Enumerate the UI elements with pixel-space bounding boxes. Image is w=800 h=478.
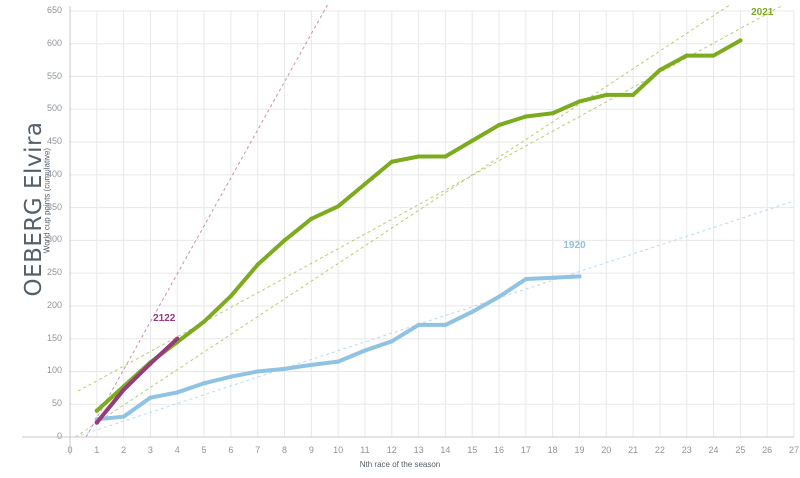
y-tick-label: 500 <box>46 103 62 114</box>
x-tick-label: 12 <box>386 445 397 455</box>
data-point-2021-11[interactable] <box>362 181 368 187</box>
data-point-2122-1[interactable] <box>94 420 99 425</box>
data-point-2021-23[interactable] <box>684 53 689 58</box>
data-point-1920-2[interactable] <box>121 414 126 419</box>
data-point-2021-18[interactable] <box>550 111 555 116</box>
series-label-2122[interactable]: 2122 <box>153 313 176 325</box>
data-point-1920-17[interactable] <box>523 276 528 282</box>
data-point-2021-22[interactable] <box>657 67 663 73</box>
y-tick-label: 150 <box>46 332 62 343</box>
y-tick-label: 50 <box>51 398 62 409</box>
data-point-1920-4[interactable] <box>175 390 180 395</box>
series-label-2021[interactable]: 2021 <box>751 7 774 19</box>
data-point-1920-3[interactable] <box>148 395 153 400</box>
data-point-2021-10[interactable] <box>336 204 341 209</box>
x-tick-label: 23 <box>681 445 692 455</box>
data-point-1920-7[interactable] <box>255 369 260 374</box>
x-tick-label: 18 <box>547 445 558 455</box>
trend-line-2122 <box>85 4 328 438</box>
y-tick-label: 200 <box>46 299 62 310</box>
x-tick-label: 14 <box>440 445 451 455</box>
data-point-1920-5[interactable] <box>201 381 207 386</box>
x-tick-label: 27 <box>788 445 799 455</box>
x-tick-label: 20 <box>601 445 612 455</box>
x-tick-label: 19 <box>574 445 585 455</box>
y-tick-label: 300 <box>46 234 62 245</box>
data-point-1920-9[interactable] <box>309 362 314 368</box>
x-axis-title: Nth race of the season <box>359 460 441 469</box>
x-tick-label: 22 <box>654 445 665 455</box>
data-point-2021-6[interactable] <box>228 293 233 299</box>
data-point-1920-19[interactable] <box>577 274 582 279</box>
data-point-2021-19[interactable] <box>577 99 582 104</box>
data-point-1920-14[interactable] <box>443 322 448 328</box>
x-tick-label: 15 <box>467 445 478 455</box>
data-point-2021-13[interactable] <box>416 154 421 159</box>
data-point-2021-24[interactable] <box>711 53 716 58</box>
y-tick-label: 650 <box>46 5 62 15</box>
x-tick-label: 1 <box>94 445 100 455</box>
data-point-2021-25[interactable] <box>738 38 743 43</box>
data-point-2122-2[interactable] <box>121 387 126 392</box>
x-tick-label: 17 <box>520 445 531 455</box>
x-tick-label: 7 <box>255 445 261 455</box>
x-tick-label: 6 <box>228 445 234 455</box>
data-point-2021-12[interactable] <box>389 159 394 164</box>
x-tick-label: 0 <box>67 445 73 455</box>
data-point-1920-13[interactable] <box>416 322 421 328</box>
data-point-1920-11[interactable] <box>362 348 368 353</box>
data-point-2021-7[interactable] <box>255 262 260 267</box>
x-tick-label: 9 <box>308 445 314 455</box>
data-point-2021-1[interactable] <box>94 408 99 413</box>
y-tick-label: 350 <box>46 201 62 212</box>
data-point-1920-10[interactable] <box>336 359 341 364</box>
y-tick-label: 550 <box>46 70 62 81</box>
x-tick-label: 8 <box>282 445 288 455</box>
data-point-1920-15[interactable] <box>470 309 475 314</box>
data-point-2021-8[interactable] <box>282 238 287 243</box>
data-point-2122-4[interactable] <box>175 336 180 341</box>
data-point-2122-3[interactable] <box>148 361 153 366</box>
y-tick-label: 400 <box>46 168 62 179</box>
y-tick-label: 250 <box>46 267 62 278</box>
x-tick-label: 16 <box>494 445 505 455</box>
data-point-1920-16[interactable] <box>496 294 502 299</box>
x-tick-label: 24 <box>708 445 719 455</box>
series-line-2122[interactable] <box>94 336 180 425</box>
x-tick-label: 5 <box>201 445 207 455</box>
x-tick-label: 21 <box>628 445 639 455</box>
data-point-1920-6[interactable] <box>228 374 233 379</box>
y-tick-label: 600 <box>46 37 62 48</box>
x-tick-label: 26 <box>762 445 773 455</box>
data-point-1920-18[interactable] <box>550 275 555 280</box>
trend-line-2021 <box>75 4 730 438</box>
y-tick-label: 100 <box>46 365 62 376</box>
x-tick-label: 3 <box>147 445 153 455</box>
data-point-2021-9[interactable] <box>309 216 314 221</box>
data-point-2021-21[interactable] <box>631 92 636 97</box>
x-tick-label: 10 <box>333 445 344 455</box>
x-tick-label: 13 <box>413 445 424 455</box>
trend-line-1920 <box>75 200 795 438</box>
data-point-2021-16[interactable] <box>496 122 502 128</box>
series-label-1920[interactable]: 1920 <box>563 239 586 251</box>
trend-line-2021 <box>77 4 784 392</box>
data-point-2021-14[interactable] <box>443 154 448 159</box>
y-tick-label: 0 <box>56 431 62 441</box>
x-tick-label: 25 <box>735 445 746 455</box>
data-point-2021-20[interactable] <box>604 92 609 97</box>
data-point-2021-5[interactable] <box>201 319 207 324</box>
x-tick-label: 2 <box>121 445 127 455</box>
x-tick-label: 11 <box>360 445 370 455</box>
x-tick-label: 4 <box>174 445 180 455</box>
data-point-2021-17[interactable] <box>523 114 528 119</box>
data-point-1920-12[interactable] <box>389 339 394 344</box>
data-point-2021-15[interactable] <box>470 138 475 143</box>
y-tick-label: 450 <box>46 136 62 147</box>
data-point-1920-8[interactable] <box>282 366 287 371</box>
